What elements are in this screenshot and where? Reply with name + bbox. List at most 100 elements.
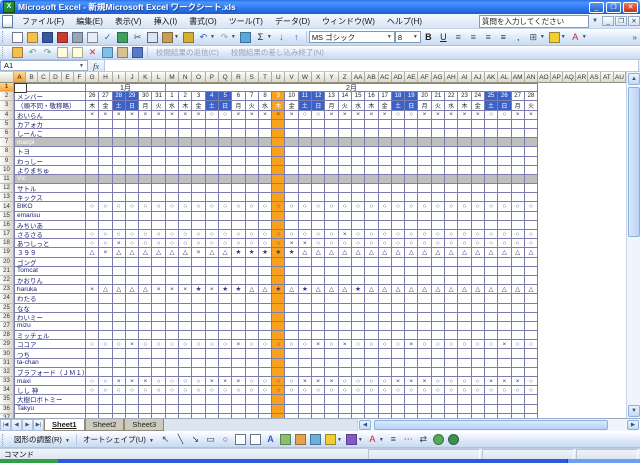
- mark-cell[interactable]: ○: [418, 239, 432, 249]
- cell[interactable]: [575, 331, 589, 341]
- mark-cell[interactable]: ○: [405, 230, 419, 240]
- cell[interactable]: [575, 312, 589, 322]
- mark-cell[interactable]: ○: [378, 386, 392, 396]
- cell[interactable]: [601, 285, 614, 295]
- mark-cell[interactable]: [152, 147, 166, 157]
- mark-cell[interactable]: [524, 349, 539, 359]
- mark-cell[interactable]: ○: [418, 340, 432, 350]
- mark-cell[interactable]: [165, 358, 180, 368]
- mark-cell[interactable]: [99, 367, 113, 377]
- mark-cell[interactable]: ○: [338, 202, 352, 212]
- mark-cell[interactable]: △: [431, 248, 446, 258]
- scroll-up-icon[interactable]: ▲: [628, 73, 640, 85]
- mark-cell[interactable]: ★: [258, 248, 273, 258]
- date-cell[interactable]: 3: [192, 92, 206, 102]
- row-header[interactable]: 29: [0, 340, 14, 350]
- cell[interactable]: [563, 275, 576, 286]
- mark-cell[interactable]: [351, 358, 366, 368]
- mark-cell[interactable]: [458, 119, 472, 129]
- mark-cell[interactable]: [298, 147, 313, 157]
- cell[interactable]: [601, 266, 614, 276]
- mark-cell[interactable]: ×: [139, 110, 153, 120]
- mark-cell[interactable]: ×: [152, 285, 166, 295]
- mark-cell[interactable]: ×: [312, 340, 326, 350]
- column-header[interactable]: AH: [445, 72, 459, 83]
- mark-cell[interactable]: ○: [471, 202, 485, 212]
- align-right-button[interactable]: ≡: [481, 29, 496, 45]
- date-cell[interactable]: 20: [418, 92, 432, 102]
- mark-cell[interactable]: [325, 312, 339, 322]
- mark-cell[interactable]: [511, 128, 525, 139]
- mark-cell[interactable]: ×: [445, 110, 459, 120]
- mark-cell[interactable]: [405, 275, 419, 286]
- cell[interactable]: [418, 413, 432, 418]
- mark-cell[interactable]: [391, 294, 406, 304]
- mark-cell[interactable]: [298, 349, 313, 359]
- cell[interactable]: [365, 413, 379, 418]
- cell[interactable]: [601, 275, 614, 286]
- mark-cell[interactable]: [391, 211, 406, 221]
- mark-cell[interactable]: [112, 174, 126, 185]
- mark-cell[interactable]: [484, 184, 499, 194]
- mark-cell[interactable]: ○: [511, 340, 525, 350]
- mark-cell[interactable]: [272, 184, 286, 194]
- mark-cell[interactable]: △: [312, 285, 326, 295]
- mark-cell[interactable]: [112, 275, 126, 286]
- member-name-cell[interactable]: maxpi: [14, 138, 86, 148]
- mark-cell[interactable]: [351, 404, 366, 414]
- mark-cell[interactable]: [391, 349, 406, 359]
- mark-cell[interactable]: ×: [298, 377, 313, 387]
- mark-cell[interactable]: [272, 395, 286, 405]
- mark-cell[interactable]: [258, 211, 273, 221]
- cell[interactable]: [458, 413, 472, 418]
- mark-cell[interactable]: [232, 404, 246, 414]
- mark-cell[interactable]: [458, 312, 472, 322]
- mark-cell[interactable]: [524, 312, 539, 322]
- mark-cell[interactable]: ○: [258, 340, 273, 350]
- mark-cell[interactable]: △: [391, 285, 406, 295]
- cell[interactable]: [538, 101, 551, 111]
- mark-cell[interactable]: ○: [86, 386, 100, 396]
- cell[interactable]: [563, 321, 576, 332]
- date-cell[interactable]: 27: [511, 92, 525, 102]
- mark-cell[interactable]: ○: [245, 202, 259, 212]
- row-header[interactable]: 26: [0, 312, 14, 322]
- cell[interactable]: [588, 340, 602, 350]
- mark-cell[interactable]: [351, 266, 366, 276]
- mark-cell[interactable]: △: [179, 248, 193, 258]
- mark-cell[interactable]: ○: [524, 239, 539, 249]
- mark-cell[interactable]: [365, 119, 379, 129]
- mark-cell[interactable]: [298, 404, 313, 414]
- mark-cell[interactable]: [312, 257, 326, 267]
- mark-cell[interactable]: ○: [445, 202, 459, 212]
- cell[interactable]: [601, 156, 614, 166]
- mark-cell[interactable]: [152, 321, 166, 332]
- cell[interactable]: [538, 248, 551, 258]
- autosum-dropdown-icon[interactable]: ▼: [266, 34, 272, 40]
- date-cell[interactable]: 4: [205, 92, 219, 102]
- cell[interactable]: [575, 193, 589, 203]
- mark-cell[interactable]: △: [378, 285, 392, 295]
- mark-cell[interactable]: [298, 367, 313, 377]
- mark-cell[interactable]: ×: [112, 377, 126, 387]
- mark-cell[interactable]: [179, 294, 193, 304]
- mark-cell[interactable]: △: [418, 285, 432, 295]
- mark-cell[interactable]: [218, 147, 233, 157]
- mark-cell[interactable]: [258, 358, 273, 368]
- cell[interactable]: [588, 92, 602, 102]
- mark-cell[interactable]: [351, 331, 366, 341]
- mark-cell[interactable]: [192, 367, 206, 377]
- mark-cell[interactable]: [418, 294, 432, 304]
- cell[interactable]: [613, 377, 626, 387]
- mark-cell[interactable]: [511, 165, 525, 175]
- mark-cell[interactable]: [405, 147, 419, 157]
- mark-cell[interactable]: △: [139, 248, 153, 258]
- cell[interactable]: [588, 156, 602, 166]
- mark-cell[interactable]: [205, 193, 219, 203]
- mark-cell[interactable]: [86, 266, 100, 276]
- new-comment-button[interactable]: [10, 46, 25, 59]
- mark-cell[interactable]: [285, 321, 299, 332]
- cell[interactable]: [563, 331, 576, 341]
- cell[interactable]: [258, 413, 273, 418]
- mark-cell[interactable]: [418, 128, 432, 139]
